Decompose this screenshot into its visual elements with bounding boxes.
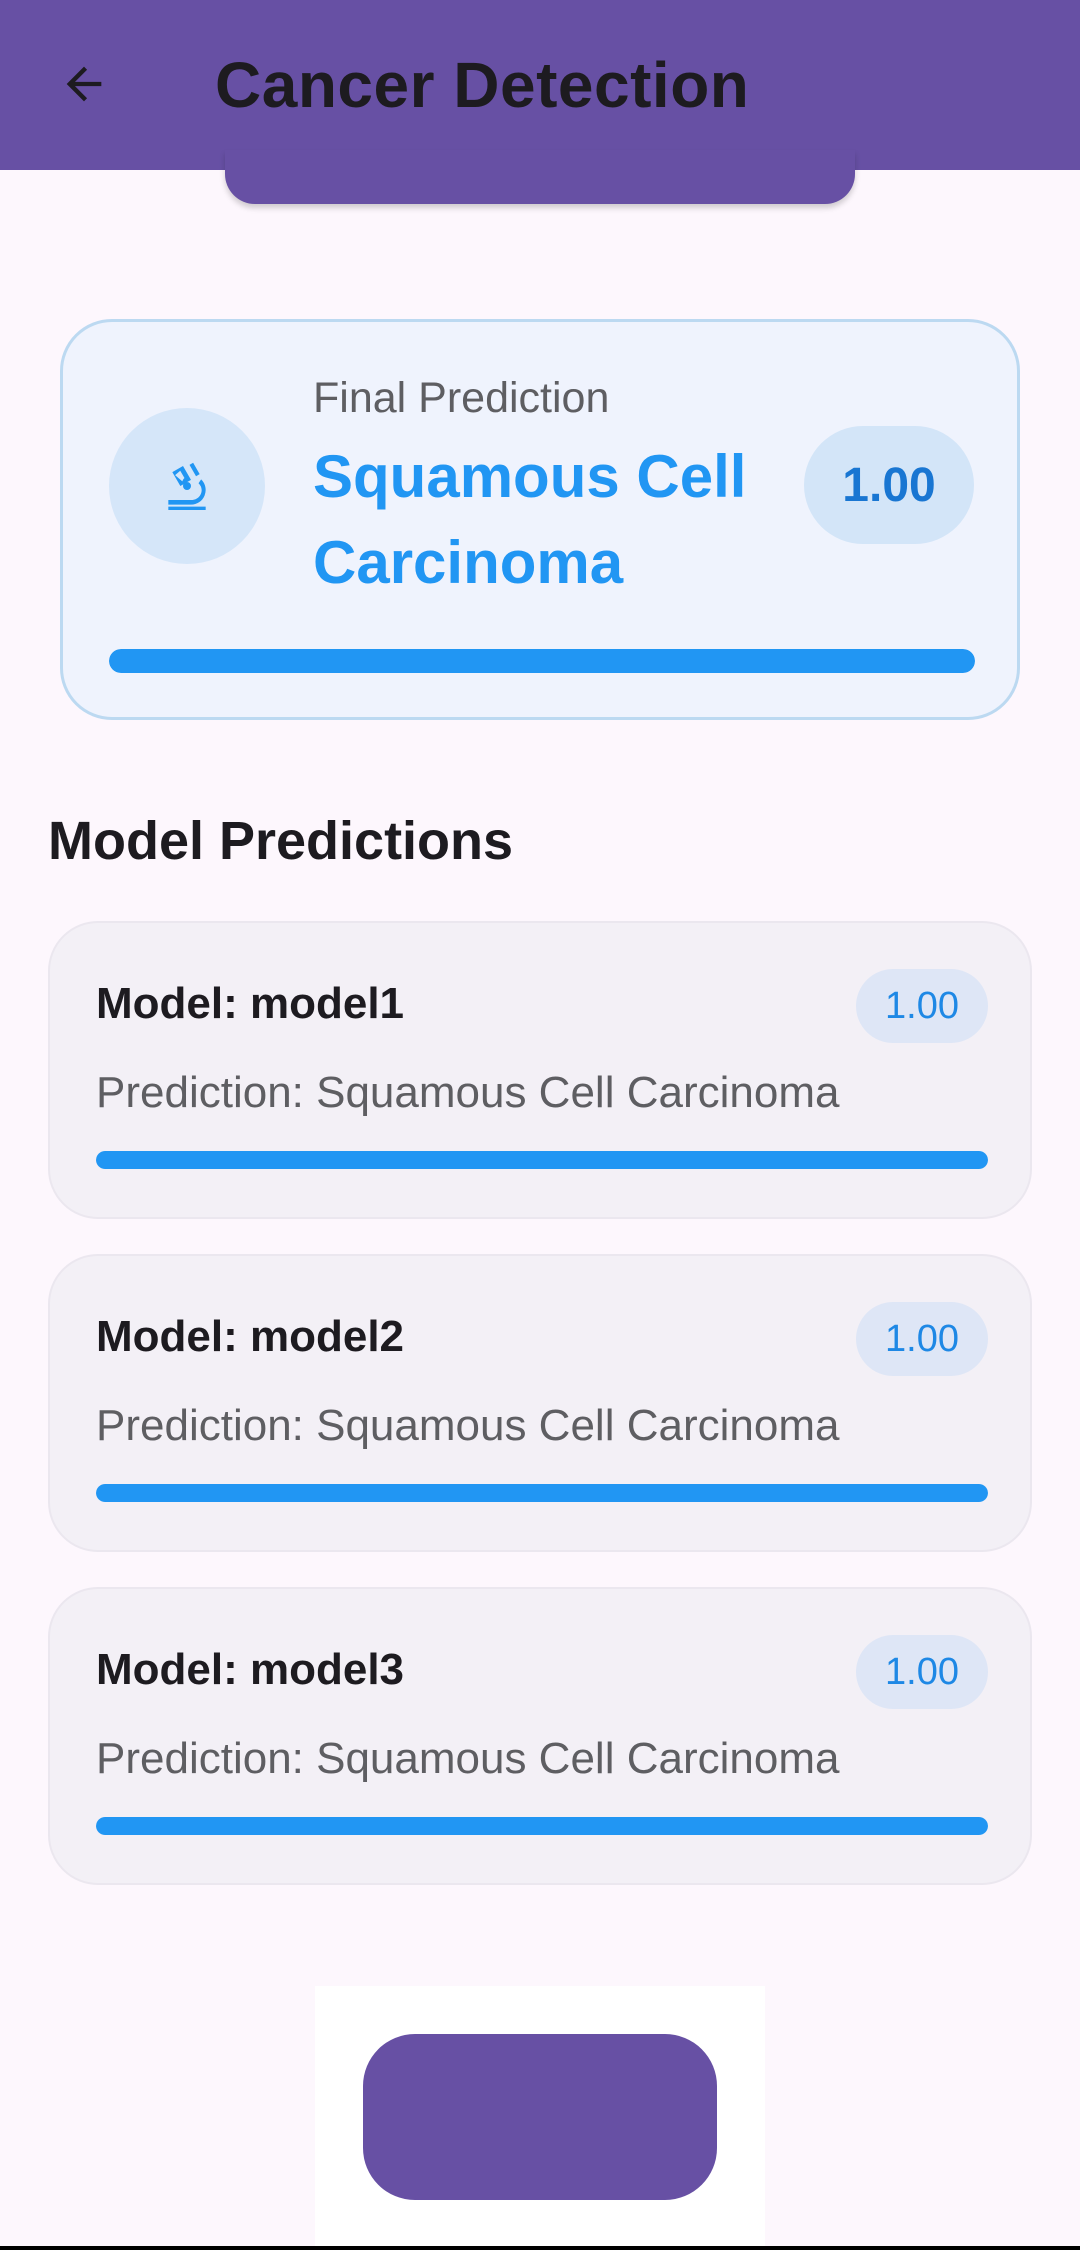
model-confidence-bar [96, 1817, 988, 1835]
model-confidence-bar-fill [96, 1817, 988, 1835]
model-name: Model: model3 [96, 1645, 405, 1694]
header-tab-decoration [225, 150, 855, 204]
final-confidence-bar [109, 649, 975, 673]
model-confidence-bar [96, 1151, 988, 1169]
model-card: Model: model3 1.00 Prediction: Squamous … [48, 1587, 1032, 1885]
model-confidence-bar-fill [96, 1484, 988, 1502]
bottom-action-panel [315, 1986, 765, 2250]
model-confidence-bar-fill [96, 1151, 988, 1169]
final-prediction-icon-badge [109, 408, 265, 564]
arrow-left-icon [66, 66, 102, 102]
bottom-edge-divider [0, 2246, 1080, 2250]
model-name: Model: model1 [96, 979, 405, 1028]
model-score-badge: 1.00 [856, 969, 988, 1043]
final-confidence-badge: 1.00 [804, 426, 974, 544]
microscope-icon [168, 462, 206, 510]
model-prediction-text: Prediction: Squamous Cell Carcinoma [96, 1401, 840, 1450]
model-prediction-text: Prediction: Squamous Cell Carcinoma [96, 1734, 840, 1783]
model-card: Model: model2 1.00 Prediction: Squamous … [48, 1254, 1032, 1552]
model-name: Model: model2 [96, 1312, 405, 1361]
final-confidence-bar-fill [109, 649, 975, 673]
final-prediction-value: Squamous Cell Carcinoma [313, 443, 747, 596]
app-bar: Cancer Detection [0, 0, 1080, 170]
back-button[interactable] [52, 52, 116, 116]
model-score-badge: 1.00 [856, 1302, 988, 1376]
model-confidence-bar [96, 1484, 988, 1502]
primary-action-button[interactable] [363, 2034, 717, 2200]
model-card: Model: model1 1.00 Prediction: Squamous … [48, 921, 1032, 1219]
page-title: Cancer Detection [215, 49, 750, 121]
model-prediction-text: Prediction: Squamous Cell Carcinoma [96, 1068, 840, 1117]
model-score-badge: 1.00 [856, 1635, 988, 1709]
final-prediction-card: Final Prediction Squamous Cell Carcinoma… [60, 319, 1020, 720]
final-prediction-label: Final Prediction [313, 374, 610, 422]
model-predictions-heading: Model Predictions [48, 811, 514, 871]
